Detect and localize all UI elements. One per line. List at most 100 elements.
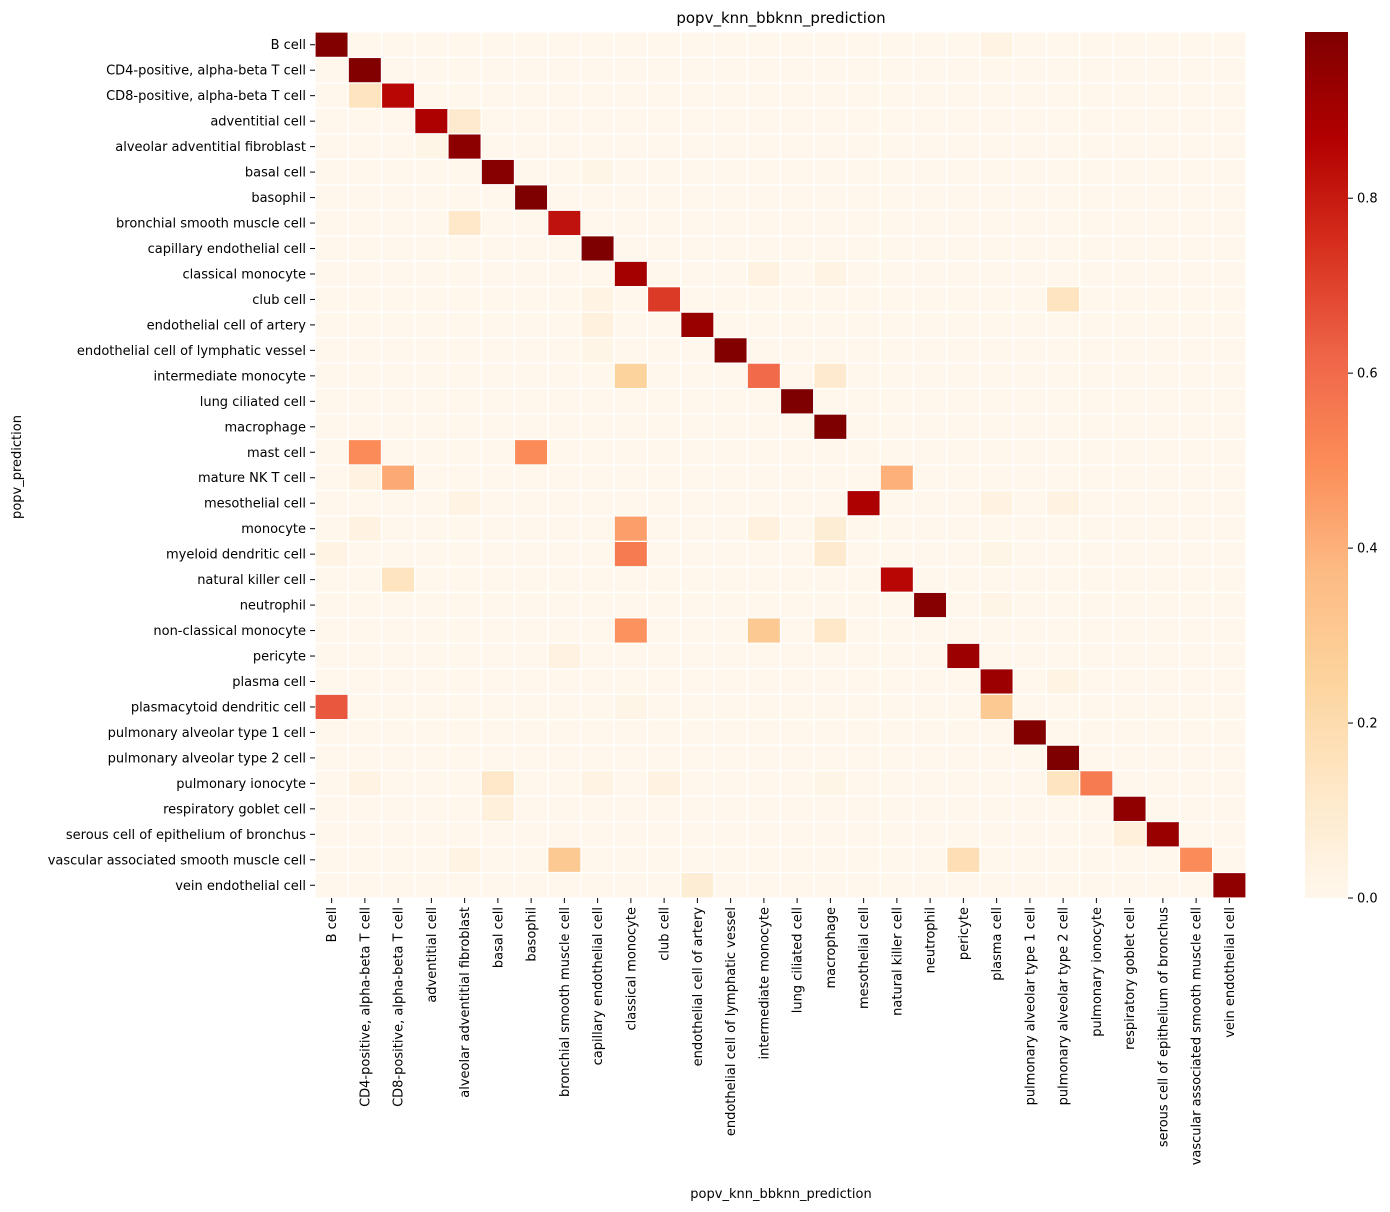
heatmap-cell (1012, 209, 1048, 237)
heatmap-cell (879, 719, 915, 746)
heatmap-cell (1178, 413, 1214, 441)
heatmap-cell (513, 642, 549, 670)
heatmap-cell (347, 795, 383, 823)
heatmap-cell (547, 56, 582, 84)
heatmap-cell (1145, 464, 1181, 492)
heatmap-cell (1145, 540, 1181, 568)
heatmap-cell (547, 719, 582, 746)
heatmap-cell (1145, 311, 1181, 339)
heatmap-cell (1112, 591, 1147, 619)
heatmap-cell (713, 362, 748, 390)
heatmap-cell (646, 184, 682, 211)
heatmap-cell (946, 846, 981, 874)
heatmap-cell (813, 846, 848, 874)
heatmap-cell (613, 668, 649, 695)
x-tick-label: respiratory goblet cell (1123, 907, 1138, 1050)
heatmap-cell (680, 566, 715, 593)
heatmap-cell (414, 107, 449, 135)
heatmap-cell (380, 438, 416, 466)
heatmap-cell (979, 56, 1014, 84)
heatmap-cell (1079, 489, 1114, 517)
heatmap-cell (1045, 795, 1081, 823)
heatmap-cell (314, 387, 349, 415)
x-tick-label: mesothelial cell (857, 907, 872, 1009)
heatmap-cell (1079, 820, 1114, 848)
heatmap-cell (1012, 387, 1048, 415)
heatmap-cell (314, 795, 349, 823)
heatmap-cell (846, 693, 881, 721)
heatmap-cell (447, 56, 482, 84)
heatmap-cell (1045, 693, 1081, 721)
heatmap-cell (314, 209, 349, 237)
x-tick-label: neutrophil (924, 907, 939, 973)
heatmap-cell (979, 719, 1014, 746)
heatmap-cell (513, 668, 549, 695)
x-tick-label: natural killer cell (890, 907, 905, 1016)
heatmap-cell (1045, 770, 1081, 797)
heatmap-cell (580, 795, 615, 823)
heatmap-cell (1212, 337, 1247, 364)
heatmap-cell (846, 56, 881, 84)
heatmap-cell (1079, 770, 1114, 797)
heatmap-cell (547, 515, 582, 543)
heatmap-cell (1045, 642, 1081, 670)
heatmap-cell (513, 286, 549, 313)
heatmap-cell (946, 158, 981, 186)
heatmap-cell (713, 871, 748, 899)
heatmap-cell (1079, 133, 1114, 160)
y-tick-label: plasma cell (232, 675, 306, 690)
heatmap-cell (414, 668, 449, 695)
heatmap-cell (513, 719, 549, 746)
heatmap-cell (1178, 846, 1214, 874)
heatmap-cell (746, 540, 782, 568)
heatmap-cell (613, 540, 649, 568)
heatmap-cell (314, 693, 349, 721)
heatmap-cell (580, 413, 615, 441)
heatmap-cell (1178, 642, 1214, 670)
heatmap-cell (713, 719, 748, 746)
heatmap-cell (380, 820, 416, 848)
heatmap-cell (414, 820, 449, 848)
heatmap-cell (480, 719, 516, 746)
heatmap-cell (912, 540, 948, 568)
heatmap-cell (547, 260, 582, 288)
heatmap-cell (846, 107, 881, 135)
heatmap-cell (613, 515, 649, 543)
heatmap-cell (1012, 668, 1048, 695)
heatmap-cell (513, 617, 549, 644)
heatmap-cell (680, 591, 715, 619)
heatmap-cell (946, 82, 981, 110)
heatmap-cell (779, 337, 815, 364)
heatmap-cell (447, 209, 482, 237)
heatmap-cell (813, 286, 848, 313)
heatmap-cell (480, 311, 516, 339)
heatmap-cell (480, 107, 516, 135)
heatmap-cell (480, 286, 516, 313)
heatmap-cell (912, 387, 948, 415)
heatmap-cell (1079, 82, 1114, 110)
heatmap-cell (912, 337, 948, 364)
heatmap-cell (713, 820, 748, 848)
heatmap-cell (1112, 286, 1147, 313)
heatmap-cell (1145, 566, 1181, 593)
heatmap-cell (879, 286, 915, 313)
y-tick-label: mature NK T cell (198, 471, 306, 486)
heatmap-cell (1145, 668, 1181, 695)
heatmap-cell (1045, 617, 1081, 644)
heatmap-cell (746, 795, 782, 823)
heatmap-cell (613, 413, 649, 441)
heatmap-cell (646, 566, 682, 593)
heatmap-cell (613, 693, 649, 721)
heatmap-cell (1045, 158, 1081, 186)
heatmap-cell (846, 820, 881, 848)
heatmap-cell (646, 260, 682, 288)
heatmap-cell (314, 107, 349, 135)
heatmap-cell (746, 744, 782, 772)
heatmap-cell (447, 464, 482, 492)
heatmap-cell (646, 744, 682, 772)
heatmap-cell (1045, 489, 1081, 517)
heatmap-cell (1212, 464, 1247, 492)
x-tick-label: basal cell (491, 907, 506, 968)
heatmap-cell (1112, 540, 1147, 568)
heatmap-cell (1045, 387, 1081, 415)
